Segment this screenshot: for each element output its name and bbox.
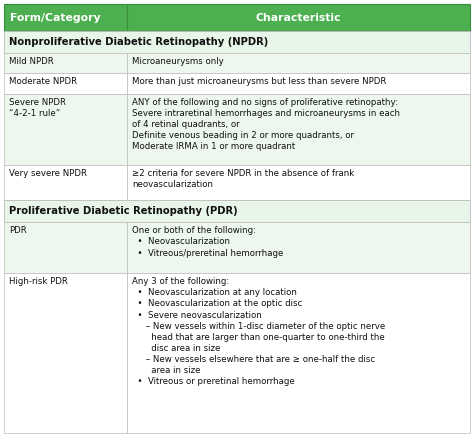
- Text: Characteristic: Characteristic: [256, 12, 341, 22]
- Bar: [4, 4, 128, 31]
- Text: ANY of the following and no signs of proliferative retinopathy:
Severe intrareti: ANY of the following and no signs of pro…: [133, 98, 401, 151]
- Bar: [128, 4, 470, 31]
- Text: PDR: PDR: [9, 227, 27, 235]
- Bar: [4, 222, 128, 273]
- Text: Proliferative Diabetic Retinopathy (PDR): Proliferative Diabetic Retinopathy (PDR): [9, 206, 237, 216]
- Bar: [4, 273, 128, 433]
- Bar: [128, 273, 470, 433]
- Text: Severe NPDR
“4-2-1 rule”: Severe NPDR “4-2-1 rule”: [9, 98, 66, 118]
- Text: Mild NPDR: Mild NPDR: [9, 57, 54, 66]
- Bar: [4, 53, 128, 73]
- Text: High-risk PDR: High-risk PDR: [9, 277, 68, 286]
- Bar: [128, 94, 470, 165]
- Text: ≥2 criteria for severe NPDR in the absence of frank
neovascularization: ≥2 criteria for severe NPDR in the absen…: [133, 169, 355, 189]
- Text: More than just microaneurysms but less than severe NPDR: More than just microaneurysms but less t…: [133, 77, 387, 86]
- Bar: [4, 165, 128, 200]
- Text: Microaneurysms only: Microaneurysms only: [133, 57, 224, 66]
- Bar: [128, 73, 470, 94]
- Bar: [4, 31, 470, 53]
- Bar: [128, 53, 470, 73]
- Bar: [4, 73, 128, 94]
- Text: Any 3 of the following:
  •  Neovascularization at any location
  •  Neovascular: Any 3 of the following: • Neovasculariza…: [133, 277, 386, 386]
- Text: Form/Category: Form/Category: [10, 12, 100, 22]
- Bar: [4, 94, 128, 165]
- Text: Moderate NPDR: Moderate NPDR: [9, 77, 77, 86]
- Text: Very severe NPDR: Very severe NPDR: [9, 169, 87, 178]
- Text: Nonproliferative Diabetic Retinopathy (NPDR): Nonproliferative Diabetic Retinopathy (N…: [9, 37, 268, 47]
- Bar: [128, 222, 470, 273]
- Bar: [4, 200, 470, 222]
- Text: One or both of the following:
  •  Neovascularization
  •  Vitreous/preretinal h: One or both of the following: • Neovascu…: [133, 227, 284, 257]
- Bar: [128, 165, 470, 200]
